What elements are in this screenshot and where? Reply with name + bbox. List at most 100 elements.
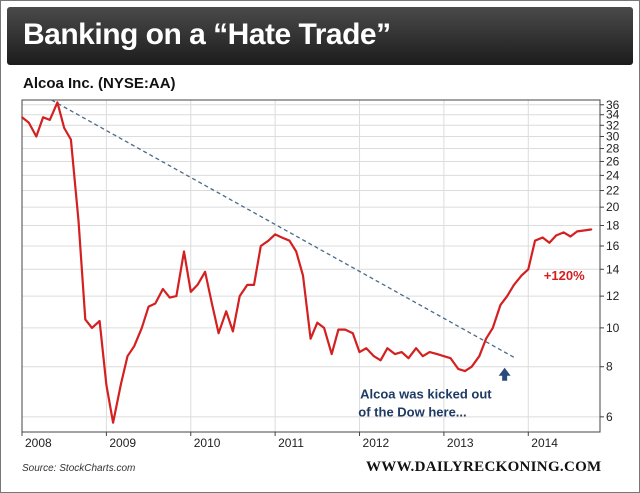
y-tick-label: 8: [606, 360, 613, 374]
y-tick-label: 10: [606, 321, 620, 335]
price-points: [21, 101, 593, 424]
data-point: [576, 230, 579, 233]
y-tick-label: 24: [606, 168, 620, 182]
data-point: [590, 228, 593, 231]
data-point: [443, 355, 445, 357]
data-point: [232, 330, 234, 333]
y-tick-label: 22: [606, 184, 620, 198]
data-point: [288, 239, 291, 242]
data-point: [112, 421, 114, 424]
data-point: [259, 245, 262, 247]
data-point: [330, 353, 333, 355]
data-point: [302, 274, 304, 277]
data-point: [147, 305, 150, 308]
data-point: [42, 116, 44, 119]
data-point: [246, 284, 249, 286]
data-point: [77, 219, 80, 222]
data-point: [295, 250, 298, 253]
y-tick-label: 18: [606, 218, 620, 232]
price-series-line: [21, 101, 592, 424]
data-point: [506, 295, 508, 297]
data-point: [49, 119, 51, 121]
data-point: [98, 320, 101, 322]
annotations: Alcoa was kicked out of the Dow here... +1…: [358, 268, 585, 420]
data-point: [217, 332, 220, 334]
annotation-gain: +120%: [544, 268, 585, 283]
x-tick-label: 2014: [531, 436, 558, 450]
data-point: [562, 231, 565, 234]
x-tick-label: 2008: [25, 436, 52, 450]
title-banner: Banking on a “Hate Trade”: [7, 7, 633, 65]
x-tick-label: 2012: [363, 436, 390, 450]
plot-area: [21, 99, 601, 433]
x-tick-label: 2011: [278, 436, 304, 450]
data-point: [513, 284, 515, 286]
data-point: [470, 365, 473, 368]
data-point: [21, 116, 23, 119]
data-point: [238, 295, 241, 297]
y-tick-label: 30: [606, 130, 620, 144]
data-point: [407, 357, 410, 360]
data-point: [520, 274, 523, 277]
x-tick-label: 2013: [447, 436, 474, 450]
y-tick-label: 32: [606, 118, 620, 132]
up-arrow-icon: [498, 367, 511, 381]
y-tick-label: 36: [606, 98, 620, 112]
data-point: [70, 138, 72, 141]
x-tick-label: 2009: [109, 436, 136, 450]
data-point: [27, 121, 30, 124]
banner-title: Banking on a “Hate Trade”: [23, 18, 391, 51]
data-point: [267, 239, 270, 242]
y-tick-label: 16: [606, 239, 620, 253]
data-point: [281, 236, 283, 239]
data-point: [478, 355, 481, 357]
brand-url: WWW.DAILYRECKONING.COM: [366, 459, 602, 475]
trend-line: [51, 99, 516, 359]
data-point: [274, 233, 276, 236]
data-point: [555, 234, 557, 237]
data-point: [316, 321, 319, 324]
data-point: [133, 345, 136, 348]
data-point: [464, 370, 466, 372]
data-point: [105, 384, 108, 386]
chart-title: Alcoa Inc. (NYSE:AA): [23, 75, 176, 92]
data-point: [162, 288, 164, 290]
data-point: [189, 291, 192, 293]
data-point: [428, 351, 431, 353]
data-point: [154, 302, 157, 305]
data-point: [183, 250, 185, 253]
data-point: [373, 355, 375, 357]
data-point: [56, 101, 59, 104]
data-point: [35, 135, 38, 138]
data-point: [253, 284, 255, 286]
data-point: [394, 353, 396, 355]
data-point: [196, 284, 199, 286]
data-point: [91, 327, 93, 329]
data-point: [126, 355, 129, 357]
x-tick-label: 2010: [194, 436, 221, 450]
data-point: [204, 270, 206, 273]
data-point: [534, 239, 536, 242]
data-point: [584, 229, 586, 232]
data-point: [541, 236, 544, 239]
data-point: [119, 384, 122, 386]
y-tick-label: 26: [606, 154, 620, 168]
data-point: [548, 241, 551, 244]
data-point: [175, 295, 178, 297]
data-point: [492, 327, 494, 329]
annotation-kicked-out-line2: of the Dow here...: [358, 405, 466, 420]
y-tick-label: 6: [606, 410, 613, 424]
data-point: [63, 127, 65, 129]
data-point: [415, 347, 417, 349]
data-point: [485, 337, 487, 340]
data-point: [569, 235, 572, 238]
data-point: [337, 328, 340, 331]
source-note: Source: StockCharts.com: [22, 463, 136, 474]
data-point: [351, 332, 354, 334]
y-tick-label: 20: [606, 200, 620, 214]
annotation-kicked-out-line1: Alcoa was kicked out: [360, 387, 492, 402]
data-point: [499, 304, 502, 306]
data-point: [457, 368, 460, 370]
